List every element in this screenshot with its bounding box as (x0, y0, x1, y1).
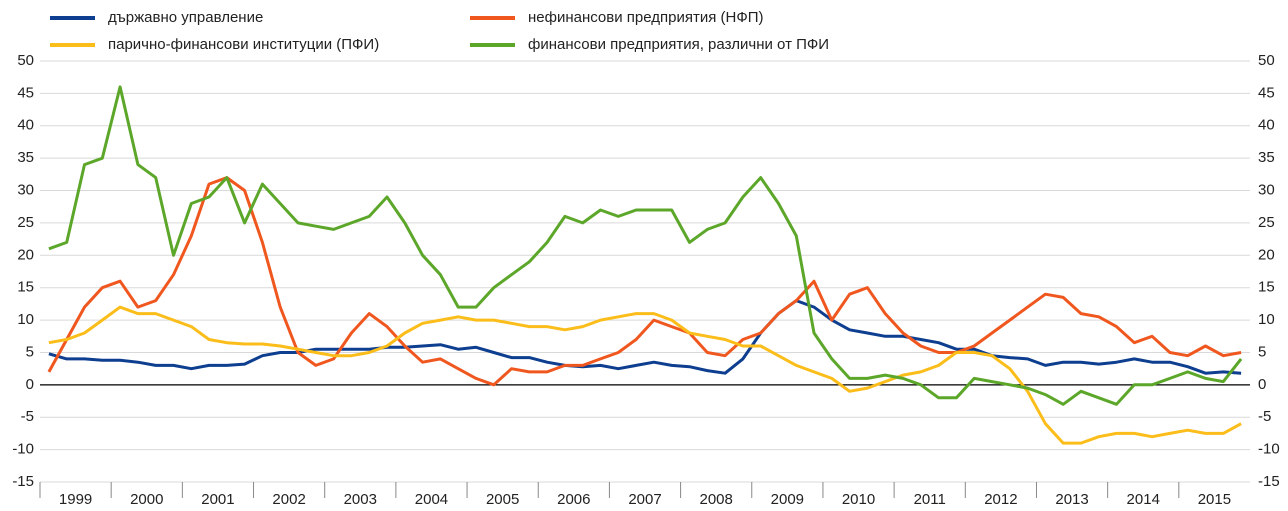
y2-tick-label: -10 (1258, 441, 1280, 458)
legend-label: държавно управление (108, 9, 263, 26)
y-tick-label: 15 (17, 279, 34, 296)
series-line (48, 85, 1243, 406)
series-line (48, 305, 1242, 445)
y2-tick-label: 20 (1258, 246, 1275, 263)
y-tick-label: 45 (17, 84, 34, 101)
y2-tick-label: -5 (1258, 408, 1271, 425)
y-tick-label: 30 (17, 182, 34, 199)
x-tick-label: 2013 (1055, 491, 1088, 508)
x-tick-label: 2005 (486, 491, 519, 508)
y2-tick-label: 10 (1258, 311, 1275, 328)
y2-tick-label: 40 (1258, 117, 1275, 134)
legend-label: финансови предприятия, различни от ПФИ (528, 36, 829, 53)
y-tick-label: 50 (17, 52, 34, 69)
y-tick-label: 35 (17, 149, 34, 166)
x-tick-label: 2002 (272, 491, 305, 508)
y2-tick-label: 50 (1258, 52, 1275, 69)
x-tick-label: 2000 (130, 491, 163, 508)
y-tick-label: -5 (21, 408, 34, 425)
legend-label: парично-финансови институции (ПФИ) (108, 36, 379, 53)
y-tick-label: -15 (12, 473, 34, 490)
y-tick-label: 0 (26, 376, 34, 393)
y2-tick-label: 5 (1258, 343, 1266, 360)
x-tick-label: 1999 (59, 491, 92, 508)
x-tick-label: 2010 (842, 491, 875, 508)
x-tick-label: 2006 (557, 491, 590, 508)
x-tick-label: 2011 (914, 491, 946, 508)
x-tick-label: 2008 (699, 491, 732, 508)
y2-tick-label: 30 (1258, 182, 1275, 199)
y-tick-label: 5 (26, 343, 34, 360)
x-tick-label: 2014 (1127, 491, 1160, 508)
x-tick-label: 2007 (628, 491, 661, 508)
x-tick-label: 2009 (771, 491, 804, 508)
y2-tick-label: 0 (1258, 376, 1266, 393)
y-tick-label: -10 (12, 441, 34, 458)
legend-label: нефинансови предприятия (НФП) (528, 9, 764, 26)
y2-tick-label: 45 (1258, 84, 1275, 101)
x-tick-label: 2012 (984, 491, 1017, 508)
y-tick-label: 25 (17, 214, 34, 231)
y-tick-label: 20 (17, 246, 34, 263)
y2-tick-label: 25 (1258, 214, 1275, 231)
y2-tick-label: -15 (1258, 473, 1280, 490)
x-tick-label: 2001 (201, 491, 234, 508)
x-tick-label: 2003 (344, 491, 377, 508)
series-line (47, 176, 1242, 387)
x-tick-label: 2004 (415, 491, 448, 508)
y2-tick-label: 15 (1258, 279, 1275, 296)
y-tick-label: 40 (17, 117, 34, 134)
y2-tick-label: 35 (1258, 149, 1275, 166)
y-tick-label: 10 (17, 311, 34, 328)
x-tick-label: 2015 (1198, 491, 1231, 508)
series-line (48, 299, 1242, 375)
